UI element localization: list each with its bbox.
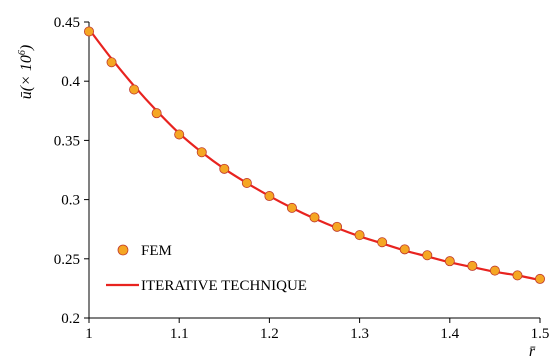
- data-point-fem: [309, 212, 320, 223]
- y-axis-label-exp: 6: [17, 50, 28, 55]
- data-point-fem: [219, 163, 230, 174]
- y-tick-label: 0.35: [54, 133, 80, 149]
- x-tick-label: 1.5: [531, 326, 550, 342]
- data-point-fem: [535, 273, 546, 284]
- data-point-fem: [399, 244, 410, 255]
- data-point-fem: [106, 57, 117, 68]
- y-axis-label-close: ): [18, 45, 35, 51]
- series-markers-group: [84, 26, 546, 284]
- data-point-fem: [84, 26, 95, 37]
- y-axis-label-base: ū(× 10: [18, 55, 35, 99]
- x-tick-label: 1.1: [170, 326, 189, 342]
- data-point-fem: [422, 250, 433, 261]
- legend-label-fem: FEM: [141, 243, 172, 259]
- data-point-fem: [129, 84, 140, 95]
- y-tick-label: 0.25: [54, 252, 80, 268]
- legend-label-iterative: ITERATIVE TECHNIQUE: [141, 278, 307, 294]
- data-point-fem: [196, 147, 207, 158]
- y-tick-label: 0.3: [61, 193, 80, 209]
- x-axis-label: r̄: [529, 343, 536, 360]
- x-tick-label: 1: [85, 326, 93, 342]
- y-ticks: 0.2 0.25 0.3 0.35 0.4 0.45: [54, 15, 89, 327]
- data-point-fem: [332, 221, 343, 232]
- data-point-fem: [286, 202, 297, 213]
- data-point-fem: [264, 191, 275, 202]
- y-tick-label: 0.4: [61, 74, 80, 90]
- legend: FEM ITERATIVE TECHNIQUE: [106, 243, 307, 294]
- legend-marker-fem: [117, 244, 129, 256]
- data-point-fem: [377, 237, 388, 248]
- x-tick-label: 1.2: [260, 326, 279, 342]
- data-point-fem: [354, 230, 365, 241]
- data-point-fem: [489, 265, 500, 276]
- data-point-fem: [467, 260, 478, 271]
- y-axis-label: ū(× 106): [17, 45, 35, 99]
- x-tick-label: 1.3: [350, 326, 369, 342]
- data-point-fem: [174, 129, 185, 140]
- y-tick-label: 0.45: [54, 15, 80, 31]
- x-ticks: 1 1.1 1.2 1.3 1.4 1.5: [85, 318, 549, 342]
- data-point-fem: [241, 178, 252, 189]
- axes: [88, 22, 540, 319]
- x-tick-label: 1.4: [440, 326, 459, 342]
- data-point-fem: [151, 108, 162, 119]
- data-point-fem: [512, 270, 523, 281]
- data-point-fem: [444, 256, 455, 267]
- y-tick-label: 0.2: [61, 311, 80, 327]
